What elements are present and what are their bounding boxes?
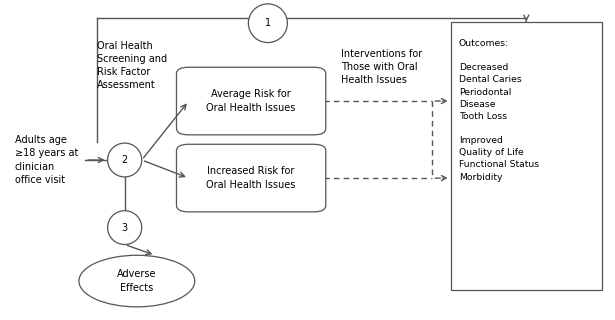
Text: 2: 2 <box>122 155 128 165</box>
Text: Increased Risk for
Oral Health Issues: Increased Risk for Oral Health Issues <box>207 166 296 190</box>
Text: Adverse
Effects: Adverse Effects <box>117 269 157 293</box>
FancyBboxPatch shape <box>177 67 326 135</box>
Text: Average Risk for
Oral Health Issues: Average Risk for Oral Health Issues <box>207 90 296 113</box>
Text: 1: 1 <box>265 18 271 28</box>
Text: Outcomes:

Decreased
Dental Caries
Periodontal
Disease
Tooth Loss

Improved
Qual: Outcomes: Decreased Dental Caries Period… <box>459 39 539 181</box>
Bar <box>451 22 602 291</box>
Text: Interventions for
Those with Oral
Health Issues: Interventions for Those with Oral Health… <box>341 49 423 85</box>
Ellipse shape <box>79 255 195 307</box>
Ellipse shape <box>248 4 287 43</box>
Text: Oral Health
Screening and
Risk Factor
Assessment: Oral Health Screening and Risk Factor As… <box>97 41 167 91</box>
Text: Adults age
≥18 years at
clinician
office visit: Adults age ≥18 years at clinician office… <box>15 135 78 185</box>
Text: 3: 3 <box>122 223 128 233</box>
FancyBboxPatch shape <box>177 144 326 212</box>
Ellipse shape <box>108 143 141 177</box>
Ellipse shape <box>108 211 141 244</box>
